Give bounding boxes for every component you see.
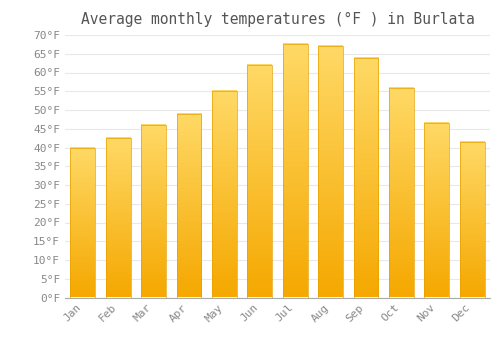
Title: Average monthly temperatures (°F ) in Burlata: Average monthly temperatures (°F ) in Bu… xyxy=(80,12,474,27)
Bar xyxy=(283,44,308,298)
Bar xyxy=(460,142,484,298)
Bar xyxy=(176,114,202,298)
Bar xyxy=(318,46,343,298)
Bar xyxy=(354,57,378,298)
Bar xyxy=(70,147,95,298)
Bar xyxy=(212,91,237,298)
Bar xyxy=(424,123,450,298)
Bar xyxy=(389,88,414,298)
Bar xyxy=(106,138,130,298)
Bar xyxy=(141,125,166,298)
Bar xyxy=(248,65,272,298)
